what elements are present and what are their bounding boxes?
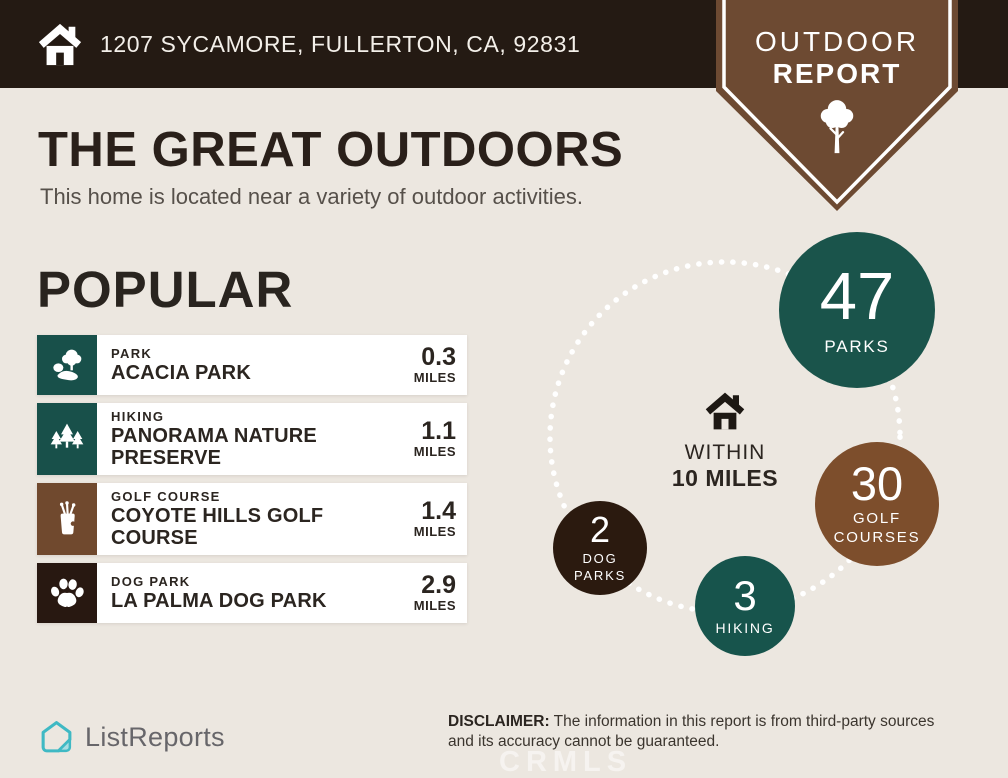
item-distance-unit: MILES xyxy=(413,524,456,540)
list-item-dog-park: DOG PARK LA PALMA DOG PARK 2.9 MILES xyxy=(37,563,467,624)
paw-icon xyxy=(37,563,97,624)
badge-line2: REPORT xyxy=(772,58,902,89)
item-name: PANORAMA NATURE PRESERVE xyxy=(111,425,317,469)
stat-value: 2 xyxy=(589,509,611,551)
stat-label: HIKING xyxy=(715,619,775,636)
listreports-logo: ListReports xyxy=(38,719,225,756)
outdoor-report-badge: OUTDOOR REPORT xyxy=(716,0,958,212)
disclaimer-label: DISCLAIMER: xyxy=(448,713,550,730)
stat-value: 47 xyxy=(819,258,895,334)
stat-bubble-parks: 47 PARKS xyxy=(779,232,935,388)
property-address: 1207 SYCAMORE, FULLERTON, CA, 92831 xyxy=(100,31,581,57)
stat-label: PARKS xyxy=(824,336,890,356)
radius-value-label: 10 MILES xyxy=(671,465,779,491)
stat-bubble-hiking: 3 HIKING xyxy=(695,556,795,656)
item-category: GOLF COURSE xyxy=(111,489,221,505)
item-distance: 0.3 xyxy=(421,343,456,371)
brand-name: ListReports xyxy=(85,722,225,752)
tree-icon xyxy=(820,100,854,154)
stat-bubble-dog-parks: 2 DOG PARKS xyxy=(553,501,647,595)
item-category: DOG PARK xyxy=(111,574,191,590)
page-title: THE GREAT OUTDOORS xyxy=(38,123,624,177)
stat-label: DOG PARKS xyxy=(573,551,627,583)
list-item-park: PARK ACACIA PARK 0.3 MILES xyxy=(37,335,467,395)
list-item-golf: GOLF COURSE COYOTE HILLS GOLF COURSE 1.4… xyxy=(37,483,467,556)
item-distance-unit: MILES xyxy=(413,598,456,614)
stat-bubble-golf-courses: 30 GOLF COURSES xyxy=(815,442,939,566)
house-icon xyxy=(705,392,745,430)
item-distance-unit: MILES xyxy=(413,444,456,460)
item-distance: 2.9 xyxy=(421,571,456,600)
home-icon xyxy=(38,23,82,66)
item-name: COYOTE HILLS GOLF COURSE xyxy=(111,505,324,549)
item-category: PARK xyxy=(111,345,153,361)
item-name: ACACIA PARK xyxy=(111,361,251,384)
popular-list: PARK ACACIA PARK 0.3 MILES HIKING PANORA… xyxy=(37,335,467,631)
stat-value: 3 xyxy=(733,571,757,619)
stat-value: 30 xyxy=(850,457,904,511)
golf-bag-icon xyxy=(37,483,97,556)
disclaimer: DISCLAIMER: The information in this repo… xyxy=(448,712,950,752)
listreports-house-icon xyxy=(41,721,72,753)
stat-label: GOLF COURSES xyxy=(833,510,921,546)
park-icon xyxy=(37,335,97,395)
within-label: WITHIN xyxy=(684,441,766,464)
item-category: HIKING xyxy=(111,409,165,424)
list-item-hiking: HIKING PANORAMA NATURE PRESERVE 1.1 MILE… xyxy=(37,403,467,476)
pine-trees-icon xyxy=(37,403,97,476)
item-distance: 1.1 xyxy=(421,417,456,446)
page-subtitle: This home is located near a variety of o… xyxy=(40,184,583,209)
crmls-watermark: CRMLS xyxy=(499,746,633,778)
popular-heading: POPULAR xyxy=(37,261,294,318)
disclaimer-text: The information in this report is from t… xyxy=(448,713,935,750)
badge-line1: OUTDOOR xyxy=(754,26,920,57)
item-distance-unit: MILES xyxy=(413,370,456,385)
item-distance: 1.4 xyxy=(421,497,456,526)
item-name: LA PALMA DOG PARK xyxy=(111,590,327,613)
radius-center-label: WITHIN 10 MILES xyxy=(665,390,785,492)
